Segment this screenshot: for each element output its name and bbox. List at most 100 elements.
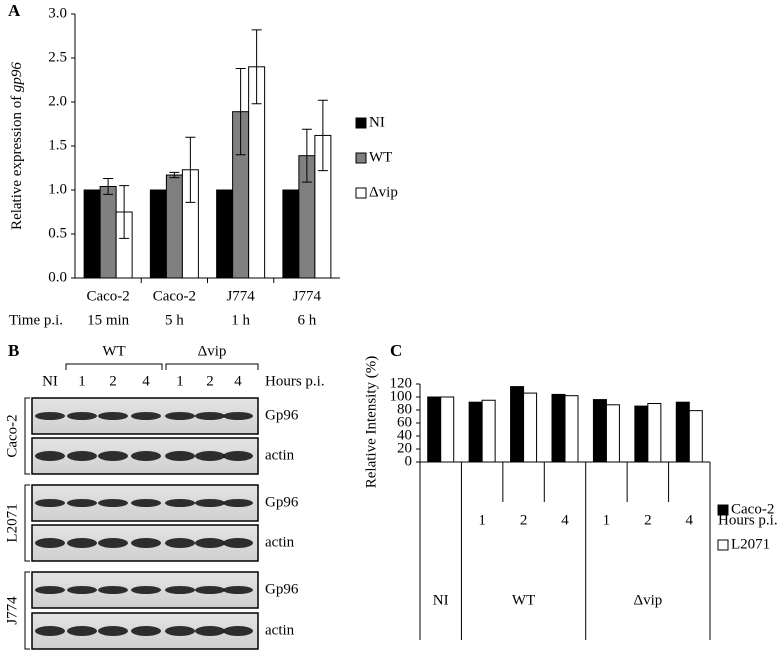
legend-swatch [355,152,367,164]
band [223,626,253,636]
band [35,586,65,594]
group-label: Δvip [633,592,662,608]
x-tick-label: J774 [226,288,255,304]
band [195,586,225,594]
band [195,499,225,507]
band [67,412,97,420]
band [165,451,195,461]
y-tick-label: 20 [397,440,412,456]
group-label: NI [433,592,449,608]
x-tick-label: Caco-2 [153,288,196,304]
bar [605,404,620,463]
x-tick-label: 4 [561,512,569,528]
band [67,626,97,636]
x-sublabel: 6 h [298,312,317,328]
y-tick-label: 0 [405,453,413,469]
error-bar [235,68,246,156]
bar [149,189,167,279]
band [223,538,253,548]
band [131,412,161,420]
panel-label: C [390,341,402,360]
bar [647,403,662,463]
band [165,538,195,548]
error-bar [301,128,312,183]
band [223,412,253,420]
bar [165,174,183,279]
legend-label: Δvip [369,184,398,200]
group-bracket [165,363,259,370]
error-bar [119,185,130,239]
band [98,412,128,420]
lane-label: 4 [234,373,242,389]
group-label: Δvip [198,343,227,359]
band-label: actin [265,534,295,550]
y-tick-label: 1.0 [48,181,67,197]
legend-label: WT [369,149,392,165]
group-label: WT [102,343,125,359]
bar [510,386,525,463]
group-label: WT [512,592,535,608]
bar [523,392,538,463]
band-label: actin [265,622,295,638]
band [195,451,225,461]
y-tick-label: 60 [397,414,412,430]
error-bar [317,99,328,172]
cell-line-label: L2071 [4,503,20,542]
y-axis-label-text: Relative expression of [9,92,25,230]
x-tick-label: 1 [478,512,486,528]
band-label: Gp96 [265,494,299,510]
y-tick-label: 100 [390,388,413,404]
x-tick-label: 1 [603,512,611,528]
legend-swatch [717,539,729,551]
bar [99,185,117,279]
y-tick-label: 2.5 [48,49,67,65]
y-axis-label: Relative expression of gp96 [9,62,25,230]
error-bar [185,136,196,203]
band [165,412,195,420]
cell-line-bracket [24,571,30,650]
legend-swatch [355,187,367,199]
bar [675,401,690,463]
error-bar [251,29,262,105]
bar [440,396,455,463]
y-tick-label: 40 [397,427,412,443]
band [98,626,128,636]
band [223,499,253,507]
cell-line-label: J774 [4,596,20,625]
legend-label: NI [369,114,385,130]
error-bar [103,178,114,195]
legend-swatch [355,117,367,129]
y-axis-label: Relative Intensity (%) [363,356,379,488]
band [223,586,253,594]
bar [564,395,579,463]
bar [688,410,703,463]
lanes-title: Hours p.i. [265,373,325,389]
band-label: Gp96 [265,407,299,423]
x-sublabel: 1 h [231,312,250,328]
lane-label: 1 [78,373,86,389]
band [195,412,225,420]
band [131,451,161,461]
bar [468,401,483,463]
legend-swatch [717,504,729,516]
band [195,538,225,548]
panel-label: A [8,1,21,20]
x-tick-label: 2 [644,512,652,528]
band [165,499,195,507]
bar [282,189,300,279]
band-label: actin [265,447,295,463]
band [67,451,97,461]
band [98,538,128,548]
band [165,586,195,594]
x-tick-label: J774 [293,288,322,304]
y-axis-label-italic: gp96 [9,62,25,93]
band [98,499,128,507]
band [67,586,97,594]
legend-label: Caco-2 [731,501,774,517]
lane-label: 2 [206,373,214,389]
x-row-label: Hours p.i. [718,512,778,528]
band [131,586,161,594]
y-tick-label: 80 [397,401,412,417]
x-sublabel: 5 h [165,312,184,328]
